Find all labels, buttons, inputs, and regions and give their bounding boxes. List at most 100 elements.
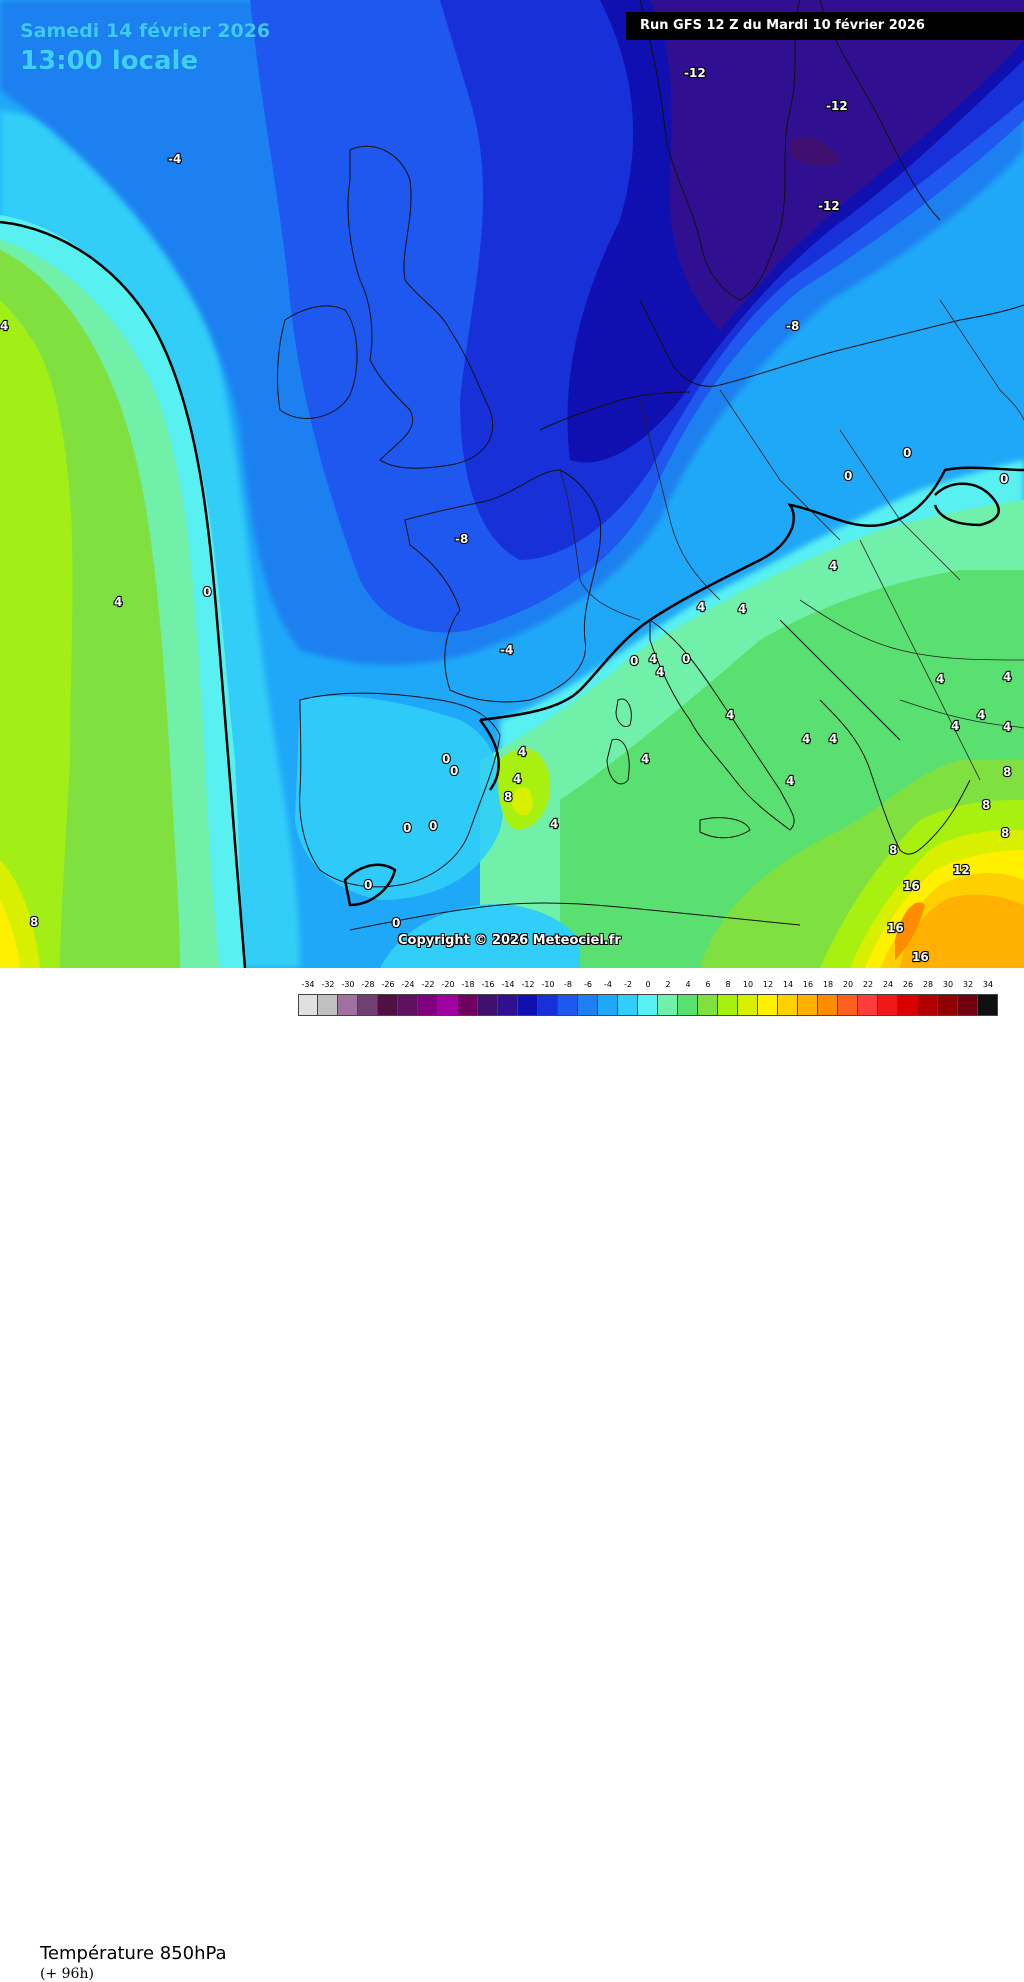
color-scale: -34 -32 -30 -28 -26 -24 -22 -20 -18 -16 -14 -12 -10-… <box>298 980 1002 1020</box>
scale-swatch <box>438 994 458 1016</box>
scale-swatch <box>618 994 638 1016</box>
scale-swatch <box>558 994 578 1016</box>
scale-label: -6 <box>584 980 592 989</box>
coastlines <box>277 0 1024 931</box>
scale-label: -2 <box>624 980 632 989</box>
scale-swatch <box>858 994 878 1016</box>
contour-label: 4 <box>1003 720 1011 734</box>
contour-label: 12 <box>953 863 970 877</box>
contour-label: 4 <box>641 752 649 766</box>
scale-swatch <box>538 994 558 1016</box>
contour-label: 8 <box>982 798 990 812</box>
contour-label: 0 <box>442 752 450 766</box>
scale-label: -18 <box>461 980 475 989</box>
contour-label: 0 <box>630 654 638 668</box>
scale-label: 6 <box>705 980 711 989</box>
contour-label: 16 <box>903 879 920 893</box>
scale-swatch <box>598 994 618 1016</box>
contour-label: 4 <box>738 602 746 616</box>
scale-swatch <box>978 994 998 1016</box>
contour-label: -4 <box>500 643 513 657</box>
temperature-map: -12 -12 -12 -4 -8 -8 -4 4 0 4 0 0 0 4 4 … <box>0 0 1024 968</box>
forecast-time: 13:00 locale <box>20 46 199 76</box>
contour-label: 4 <box>936 672 944 686</box>
scale-swatch <box>498 994 518 1016</box>
contour-label: 4 <box>513 772 521 786</box>
contour-label: 4 <box>550 817 558 831</box>
scale-label: -24 <box>401 980 415 989</box>
scale-label: 2 <box>665 980 671 989</box>
scale-swatch <box>738 994 758 1016</box>
scale-label: -30 <box>341 980 355 989</box>
contour-label: 0 <box>429 819 437 833</box>
scale-swatch <box>478 994 498 1016</box>
forecast-date: Samedi 14 février 2026 <box>20 20 271 42</box>
scale-swatch <box>938 994 958 1016</box>
scale-label: 4 <box>685 980 691 989</box>
scale-label: -20 <box>441 980 455 989</box>
contour-label: 0 <box>392 916 400 930</box>
scale-label: -10 <box>541 980 555 989</box>
contour-labels: -12 -12 -12 -4 -8 -8 -4 4 0 4 0 0 0 4 4 … <box>0 65 1012 965</box>
contour-label: 8 <box>889 843 897 857</box>
legend-subtitle: (+ 96h) <box>40 1966 94 1982</box>
scale-label: 16 <box>802 980 814 989</box>
contour-label: 0 <box>1000 472 1008 486</box>
scale-swatch <box>778 994 798 1016</box>
contour-label: 8 <box>30 915 38 929</box>
contour-label: 4 <box>951 719 959 733</box>
scale-label: 18 <box>822 980 834 989</box>
contour-label: 16 <box>887 921 904 935</box>
scale-swatch <box>838 994 858 1016</box>
contour-label: 4 <box>726 708 734 722</box>
country-borders <box>559 299 1024 781</box>
scale-label: -16 <box>481 980 495 989</box>
contour-label: -8 <box>786 319 799 333</box>
scale-swatch <box>818 994 838 1016</box>
contour-label: 0 <box>403 821 411 835</box>
contour-label: 8 <box>1003 765 1011 779</box>
contour-label: 8 <box>504 790 512 804</box>
scale-swatch <box>658 994 678 1016</box>
scale-swatch <box>398 994 418 1016</box>
scale-swatch <box>318 994 338 1016</box>
scale-swatch <box>918 994 938 1016</box>
scale-label: 22 <box>862 980 874 989</box>
contour-label: 4 <box>0 319 8 333</box>
scale-swatch <box>518 994 538 1016</box>
scale-label: -8 <box>564 980 572 989</box>
contour-label: 0 <box>203 585 211 599</box>
contour-label: 4 <box>656 665 664 679</box>
zero-isotherm <box>0 220 1024 968</box>
scale-swatch <box>798 994 818 1016</box>
scale-swatch <box>378 994 398 1016</box>
scale-label: 8 <box>725 980 731 989</box>
contour-label: 4 <box>697 600 705 614</box>
scale-label: 30 <box>942 980 954 989</box>
scale-swatch <box>638 994 658 1016</box>
scale-label: -28 <box>361 980 375 989</box>
contour-label: 16 <box>912 950 929 964</box>
scale-swatch <box>338 994 358 1016</box>
contour-label: -12 <box>818 199 840 213</box>
contour-label: 0 <box>450 764 458 778</box>
color-scale-labels: -34 -32 -30 -28 -26 -24 -22 -20 -18 -16 -14 -12 -10-… <box>298 980 1002 994</box>
scale-label: 10 <box>742 980 754 989</box>
scale-label: -32 <box>321 980 335 989</box>
scale-label: 24 <box>882 980 894 989</box>
scale-label: -12 <box>521 980 535 989</box>
contour-label: 0 <box>682 652 690 666</box>
contour-label: -12 <box>684 66 706 80</box>
contour-label: -8 <box>455 532 468 546</box>
model-run-banner: Run GFS 12 Z du Mardi 10 février 2026 <box>626 12 1024 40</box>
scale-label: 34 <box>982 980 994 989</box>
scale-swatch <box>298 994 318 1016</box>
scale-swatch <box>458 994 478 1016</box>
scale-swatch <box>678 994 698 1016</box>
scale-label: -34 <box>301 980 315 989</box>
scale-swatch <box>578 994 598 1016</box>
contour-label: 4 <box>786 774 794 788</box>
scale-swatch <box>958 994 978 1016</box>
scale-label: 32 <box>962 980 974 989</box>
copyright-notice: Copyright © 2026 Meteociel.fr <box>398 933 621 948</box>
